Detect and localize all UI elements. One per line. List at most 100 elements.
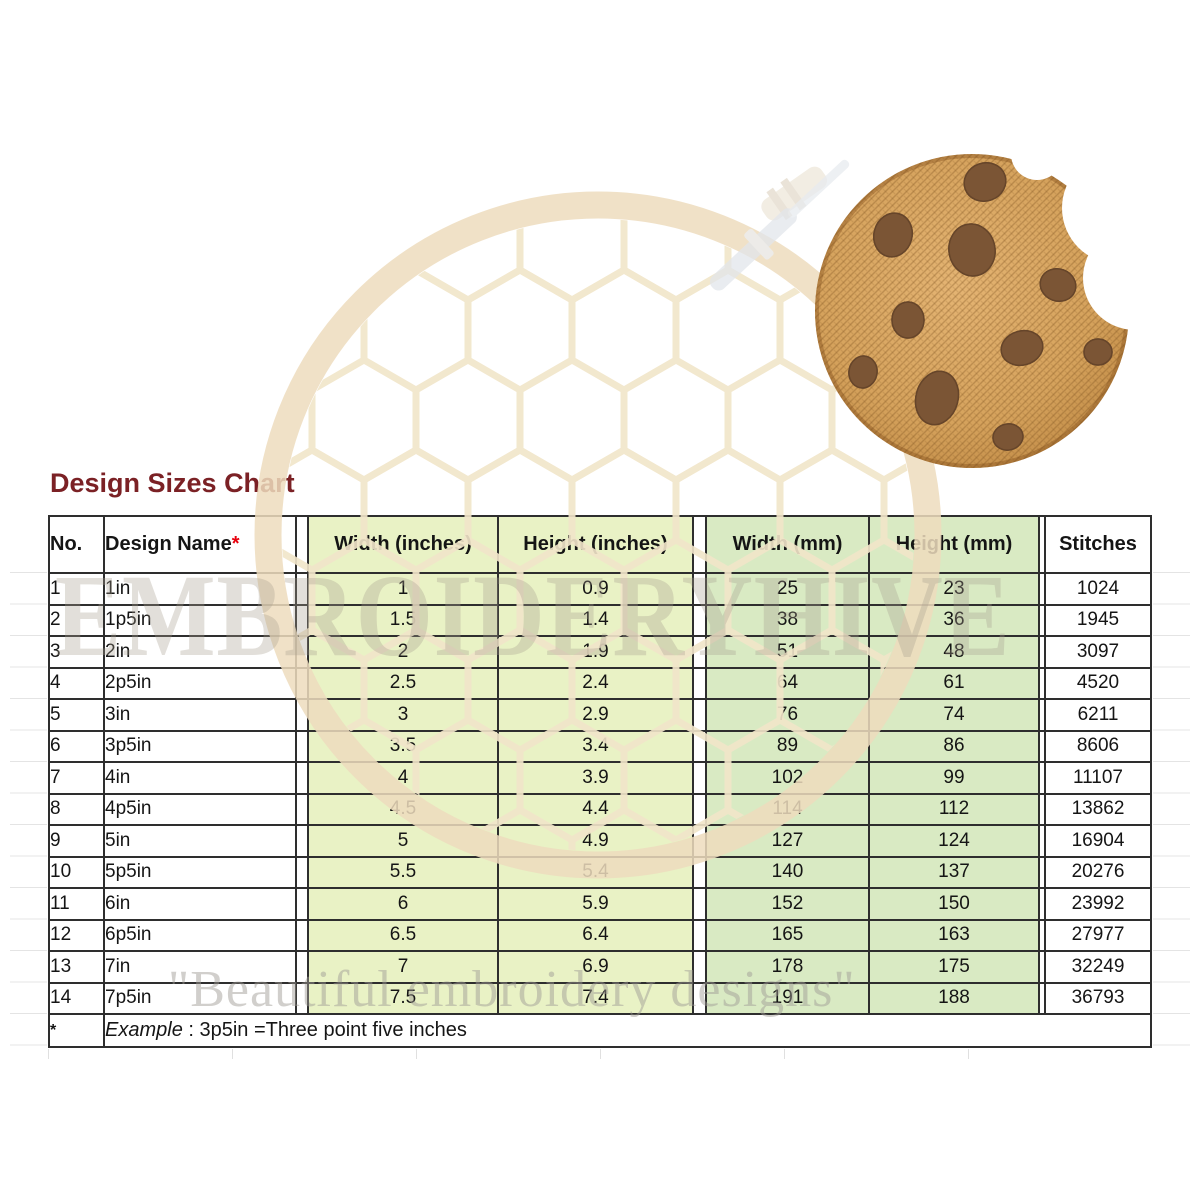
cell-h_in: 5.9	[497, 887, 694, 921]
page-title: Design Sizes Chart	[50, 468, 295, 498]
excel-gridlines-left	[10, 572, 47, 1048]
cell-st: 13862	[1044, 792, 1152, 826]
cell-h_in: 1.4	[497, 603, 694, 637]
cell-h_in: 3.9	[497, 761, 694, 795]
cell-w_in: 1.5	[307, 603, 498, 637]
table-row: 12 6p5in 6.5 6.4 165 163 27977	[48, 918, 1152, 952]
spacer-cell	[296, 603, 308, 637]
spacer-cell	[296, 572, 308, 606]
cell-st: 20276	[1044, 855, 1152, 889]
cell-w_mm: 76	[705, 698, 869, 732]
cell-w_in: 3	[307, 698, 498, 732]
cell-st: 27977	[1044, 918, 1152, 952]
footnote-example-label: Example	[105, 1019, 183, 1041]
cell-h_in: 1.9	[497, 635, 694, 669]
cell-h_mm: 188	[868, 981, 1040, 1015]
spacer-cell	[693, 761, 706, 795]
cell-h_in: 7.4	[497, 981, 694, 1015]
header-design-name: Design Name*	[103, 515, 297, 574]
cell-st: 1024	[1044, 572, 1152, 606]
cell-w_mm: 89	[705, 729, 869, 763]
cell-name: 1p5in	[103, 603, 297, 637]
spacer-cell	[693, 792, 706, 826]
table-row: 10 5p5in 5.5 5.4 140 137 20276	[48, 855, 1152, 889]
table-row: 7 4in 4 3.9 102 99 11107	[48, 761, 1152, 795]
spacer-cell	[693, 887, 706, 921]
cell-h_mm: 99	[868, 761, 1040, 795]
excel-gridlines-bottom	[48, 1049, 1152, 1059]
cell-h_mm: 175	[868, 950, 1040, 984]
cell-w_mm: 191	[705, 981, 869, 1015]
cell-name: 7p5in	[103, 981, 297, 1015]
footnote-marker: *	[48, 1013, 105, 1048]
cookie-embroidery-image	[815, 154, 1129, 468]
spacer-cell	[296, 824, 308, 858]
cell-h_mm: 150	[868, 887, 1040, 921]
cell-no: 12	[48, 918, 104, 952]
cell-w_mm: 64	[705, 666, 869, 700]
design-sizes-table: No. Design Name* Width (inches) Height (…	[48, 515, 1152, 1048]
cell-st: 16904	[1044, 824, 1152, 858]
cell-h_mm: 23	[868, 572, 1040, 606]
cell-w_mm: 38	[705, 603, 869, 637]
cell-w_in: 6	[307, 887, 498, 921]
cell-h_mm: 48	[868, 635, 1040, 669]
spacer-cell	[693, 698, 706, 732]
cell-w_mm: 178	[705, 950, 869, 984]
cell-h_mm: 36	[868, 603, 1040, 637]
cell-no: 5	[48, 698, 104, 732]
cell-name: 5in	[103, 824, 297, 858]
cell-h_mm: 86	[868, 729, 1040, 763]
spacer-cell	[693, 635, 706, 669]
cell-st: 3097	[1044, 635, 1152, 669]
spacer-cell	[693, 824, 706, 858]
cell-no: 4	[48, 666, 104, 700]
table-row: 14 7p5in 7.5 7.4 191 188 36793	[48, 981, 1152, 1015]
cell-name: 5p5in	[103, 855, 297, 889]
excel-gridlines-right	[1153, 572, 1190, 1048]
header-height-inches: Height (inches)	[497, 515, 694, 574]
header-row: No. Design Name* Width (inches) Height (…	[48, 515, 1152, 574]
cell-name: 7in	[103, 950, 297, 984]
header-height-mm: Height (mm)	[868, 515, 1040, 574]
cell-w_in: 1	[307, 572, 498, 606]
cell-h_in: 6.4	[497, 918, 694, 952]
cell-name: 3in	[103, 698, 297, 732]
cell-name: 2in	[103, 635, 297, 669]
spacer-cell	[296, 761, 308, 795]
header-width-mm: Width (mm)	[705, 515, 869, 574]
cell-w_in: 4	[307, 761, 498, 795]
spacer-cell	[693, 855, 706, 889]
cell-h_in: 0.9	[497, 572, 694, 606]
cell-no: 7	[48, 761, 104, 795]
spacer-cell	[693, 729, 706, 763]
spacer-cell	[693, 572, 706, 606]
table-row: 1 1in 1 0.9 25 23 1024	[48, 572, 1152, 606]
header-design-name-label: Design Name	[105, 533, 232, 555]
table-row: 6 3p5in 3.5 3.4 89 86 8606	[48, 729, 1152, 763]
cell-w_in: 7	[307, 950, 498, 984]
cell-no: 2	[48, 603, 104, 637]
table-row: 9 5in 5 4.9 127 124 16904	[48, 824, 1152, 858]
table-row: 2 1p5in 1.5 1.4 38 36 1945	[48, 603, 1152, 637]
spacer-cell	[296, 855, 308, 889]
spacer-cell	[296, 515, 308, 574]
cell-name: 1in	[103, 572, 297, 606]
spacer-cell	[296, 792, 308, 826]
cell-w_mm: 140	[705, 855, 869, 889]
spacer-cell	[296, 729, 308, 763]
header-no: No.	[48, 515, 104, 574]
cell-w_in: 7.5	[307, 981, 498, 1015]
cell-w_in: 2	[307, 635, 498, 669]
cell-st: 23992	[1044, 887, 1152, 921]
cell-h_mm: 124	[868, 824, 1040, 858]
spacer-cell	[693, 666, 706, 700]
table-row: 5 3in 3 2.9 76 74 6211	[48, 698, 1152, 732]
cell-st: 1945	[1044, 603, 1152, 637]
table-row: 8 4p5in 4.5 4.4 114 112 13862	[48, 792, 1152, 826]
spacer-cell	[296, 887, 308, 921]
cell-w_mm: 114	[705, 792, 869, 826]
cell-no: 8	[48, 792, 104, 826]
cell-w_mm: 152	[705, 887, 869, 921]
